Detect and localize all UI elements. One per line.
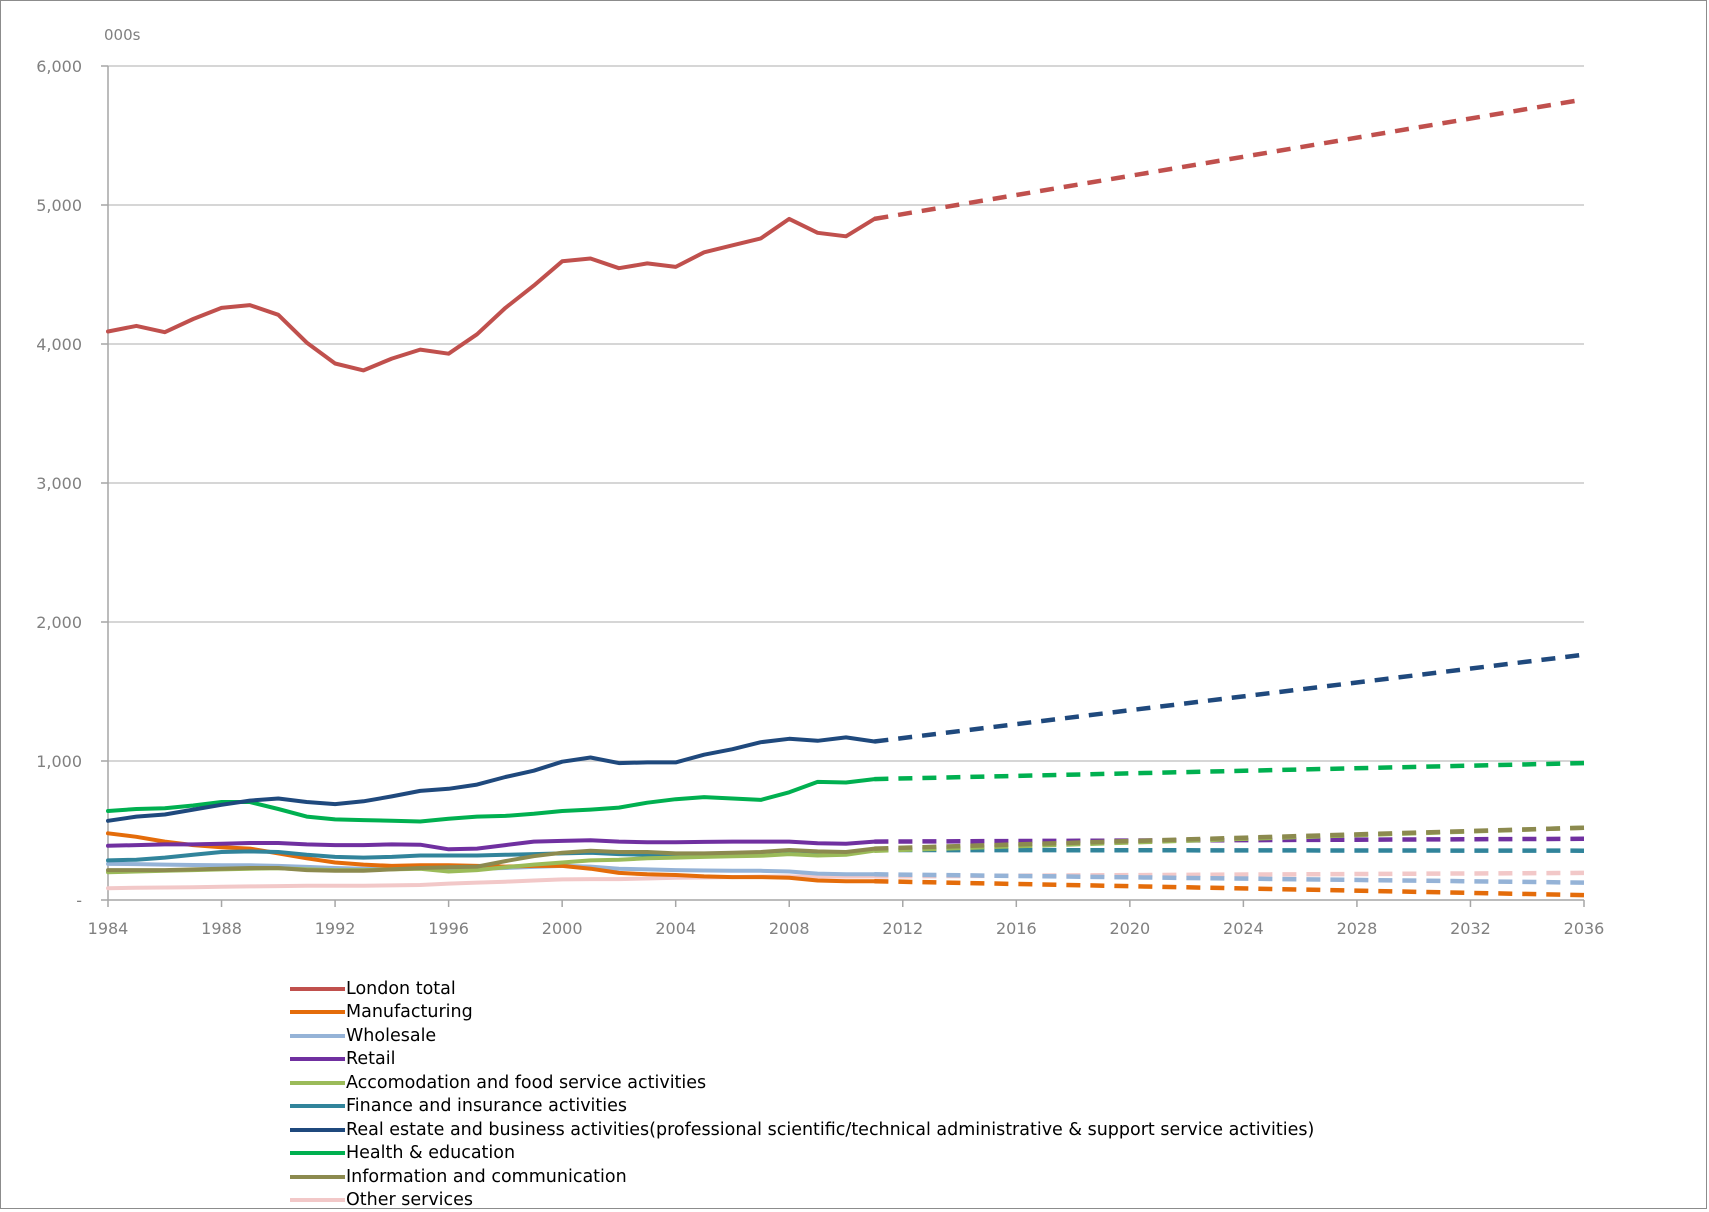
y-tick-label: 6,000 [36, 57, 82, 76]
series-lines [108, 99, 1584, 895]
legend-swatch [290, 1034, 345, 1038]
legend-item: Manufacturing [290, 1001, 1314, 1025]
series-line-projection-london-total [874, 99, 1584, 218]
legend-item: Finance and insurance activities [290, 1095, 1314, 1119]
legend-swatch [290, 1175, 345, 1179]
y-tick-label: 4,000 [36, 335, 82, 354]
y-tick-label: 2,000 [36, 613, 82, 632]
legend-item: Wholesale [290, 1024, 1314, 1048]
x-axis-tick-labels: 1984 1988 1992 1996 2000 2004 2008 2012 2016 2020… [88, 919, 1605, 938]
legend-label: London total [346, 979, 456, 999]
legend-item: Health & education [290, 1142, 1314, 1166]
x-tick-label: 2016 [996, 919, 1037, 938]
legend-item: Information and communication [290, 1165, 1314, 1189]
x-tick-label: 2028 [1337, 919, 1378, 938]
x-tick-label: 1996 [428, 919, 469, 938]
series-line-historic-london-total [108, 219, 874, 371]
series-line-projection-retail [874, 839, 1584, 842]
legend-swatch [290, 1081, 345, 1085]
legend-label: Wholesale [346, 1026, 436, 1046]
legend-swatch [290, 1198, 345, 1202]
x-tick-label: 2004 [655, 919, 696, 938]
y-axis-tick-labels: - 1,000 2,000 3,000 4,000 5,000 6,000 [36, 57, 82, 910]
legend-swatch [290, 1010, 345, 1014]
legend-label: Accomodation and food service activities [346, 1073, 706, 1093]
x-tick-label: 2024 [1223, 919, 1264, 938]
legend-item: Retail [290, 1048, 1314, 1072]
legend-swatch [290, 987, 345, 991]
series-line-projection-health-education [874, 763, 1584, 779]
y-axis-unit-label: 000s [104, 26, 141, 44]
x-tick-label: 2032 [1450, 919, 1491, 938]
y-tick-label: 3,000 [36, 474, 82, 493]
legend-label: Finance and insurance activities [346, 1096, 627, 1116]
legend-item: Real estate and business activities(prof… [290, 1118, 1314, 1142]
x-tick-label: 2000 [542, 919, 583, 938]
legend-label: Other services [346, 1190, 473, 1210]
y-tick-label: 1,000 [36, 752, 82, 771]
legend-swatch [290, 1057, 345, 1061]
legend-swatch [290, 1104, 345, 1108]
legend-label: Retail [346, 1049, 395, 1069]
x-tick-label: 2020 [1109, 919, 1150, 938]
y-tick-label: - [76, 891, 82, 910]
legend-label: Health & education [346, 1143, 515, 1163]
x-tick-label: 2012 [882, 919, 923, 938]
chart-legend: London total Manufacturing Wholesale Retail… [290, 977, 1314, 1212]
series-line-historic-real-estate-and-business-activities-prof [108, 737, 874, 820]
series-line-projection-finance-and-insurance-activities [874, 850, 1584, 851]
y-tick-label: 5,000 [36, 196, 82, 215]
x-tick-label: 2008 [769, 919, 810, 938]
x-tick-label: 1984 [88, 919, 129, 938]
legend-label: Real estate and business activities(prof… [346, 1120, 1314, 1140]
legend-item: London total [290, 977, 1314, 1001]
series-line-historic-health-education [108, 779, 874, 821]
x-tick-label: 2036 [1564, 919, 1605, 938]
legend-item: Other services [290, 1189, 1314, 1212]
legend-label: Manufacturing [346, 1002, 473, 1022]
x-tick-label: 1988 [201, 919, 242, 938]
gridlines [108, 66, 1584, 761]
x-tick-label: 1992 [315, 919, 356, 938]
legend-item: Accomodation and food service activities [290, 1071, 1314, 1095]
series-line-projection-real-estate-and-business-activities-prof [874, 655, 1584, 742]
legend-swatch [290, 1151, 345, 1155]
legend-swatch [290, 1128, 345, 1132]
legend-label: Information and communication [346, 1167, 627, 1187]
